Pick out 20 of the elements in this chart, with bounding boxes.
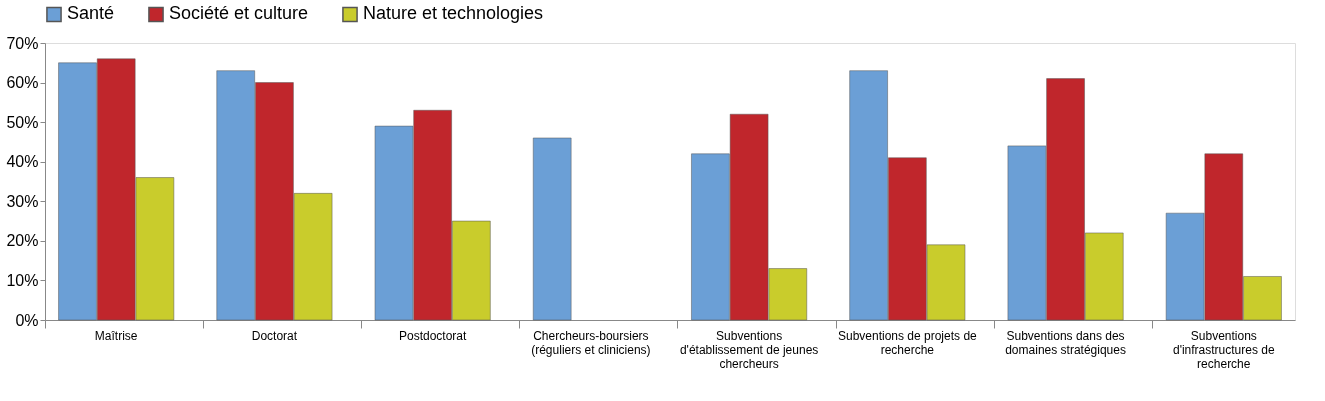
x-tick-label: Maîtrise — [94, 328, 138, 343]
x-tick-label: Subventions de projets de recherche — [837, 328, 978, 357]
legend-label: Santé — [67, 3, 115, 24]
bar — [532, 137, 572, 321]
y-tick-label: 30% — [6, 192, 39, 210]
y-tick-label: 10% — [6, 271, 39, 289]
x-tick-label: Chercheurs-boursiers (réguliers et cliniciens) — [531, 328, 651, 357]
x-tick-label: Postdoctorat — [398, 328, 468, 343]
y-tick-label: 50% — [6, 113, 39, 131]
y-tick-label: 60% — [6, 74, 39, 92]
legend-label: Société et culture — [169, 3, 309, 24]
x-tick-label: Doctorat — [251, 328, 298, 343]
y-tick-label: 40% — [6, 153, 39, 171]
y-tick-label: 70% — [6, 34, 39, 52]
legend-label: Nature et technologies — [363, 3, 544, 24]
y-tick-label: 0% — [15, 311, 39, 329]
x-tick-label: Subventions dans des domaines stratégiques — [1005, 328, 1126, 357]
y-tick-label: 20% — [6, 232, 39, 250]
x-tick-label: Subventions d'infrastructures de recherche — [1172, 328, 1275, 371]
x-tick-label: Subventions d'établissement de jeunes chercheurs — [679, 328, 819, 371]
